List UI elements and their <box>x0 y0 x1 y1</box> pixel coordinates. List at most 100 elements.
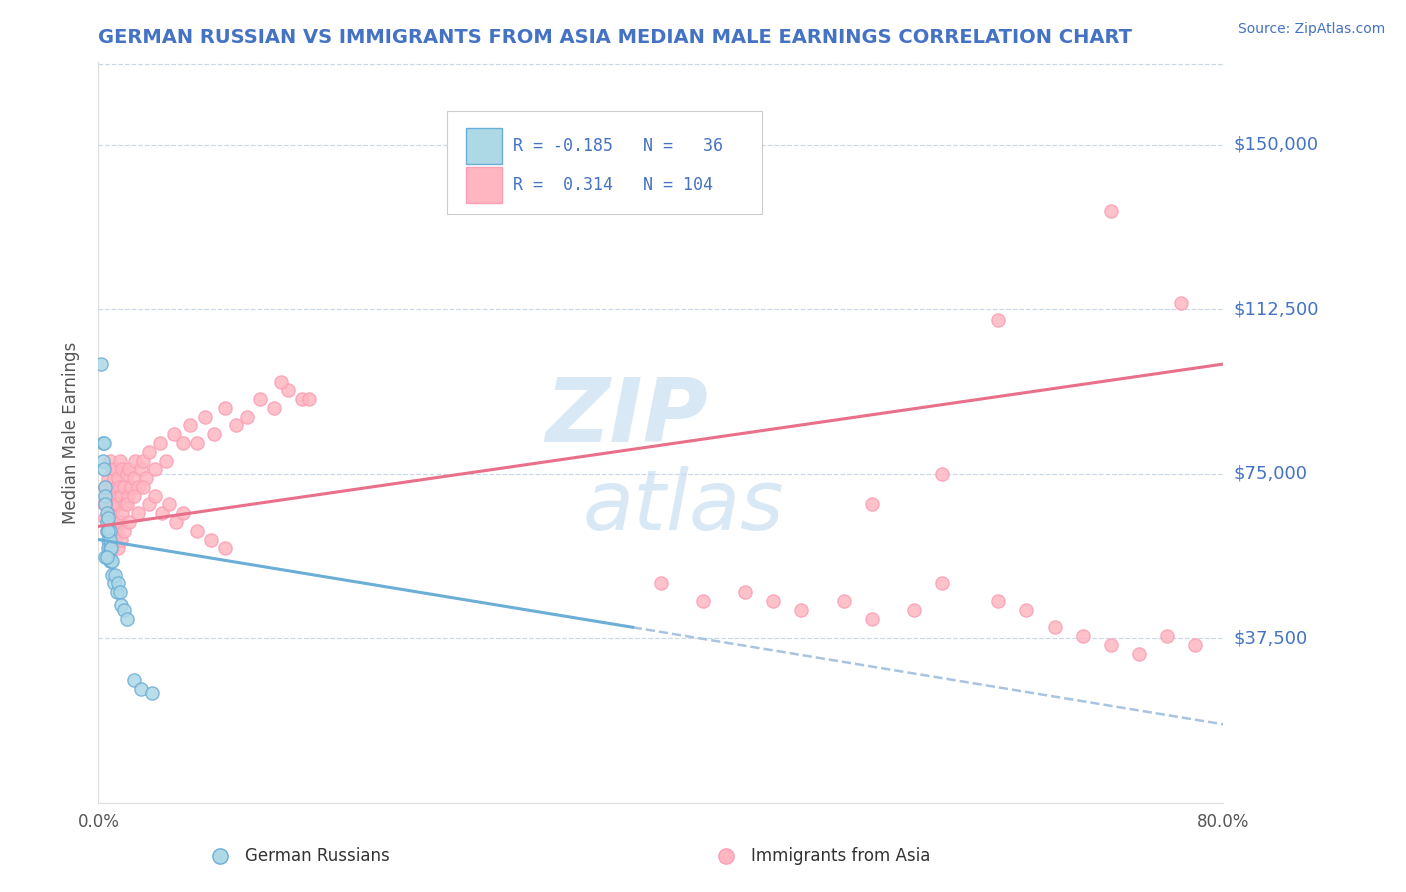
Point <box>103 498 125 512</box>
Point <box>97 471 120 485</box>
Point <box>143 489 166 503</box>
Point <box>832 594 855 608</box>
Point <box>225 418 247 433</box>
Point <box>202 427 225 442</box>
Point <box>122 673 145 687</box>
Point <box>96 515 118 529</box>
Point <box>186 436 208 450</box>
Point <box>124 453 146 467</box>
Point <box>110 489 132 503</box>
Point <box>114 498 136 512</box>
Point <box>692 594 714 608</box>
Point <box>100 541 122 556</box>
Point <box>143 462 166 476</box>
Point <box>104 489 127 503</box>
Point <box>931 467 953 481</box>
Point <box>110 599 132 613</box>
Point <box>172 436 194 450</box>
Point <box>132 453 155 467</box>
Point <box>93 498 115 512</box>
Point <box>108 585 131 599</box>
Point <box>115 611 138 625</box>
Point <box>98 533 121 547</box>
Point <box>110 533 132 547</box>
Point <box>112 480 135 494</box>
Text: $150,000: $150,000 <box>1233 136 1319 153</box>
Point <box>90 357 112 371</box>
Text: $112,500: $112,500 <box>1233 301 1319 318</box>
Point <box>94 498 117 512</box>
Point <box>105 524 128 538</box>
Text: ZIP: ZIP <box>546 375 709 461</box>
Point <box>105 498 128 512</box>
Point <box>91 453 114 467</box>
Point <box>96 550 118 565</box>
Point <box>108 480 131 494</box>
Point <box>93 436 115 450</box>
Point <box>270 375 292 389</box>
Point <box>734 585 756 599</box>
Text: Source: ZipAtlas.com: Source: ZipAtlas.com <box>1237 22 1385 37</box>
Point <box>107 498 129 512</box>
Point <box>107 471 129 485</box>
Point <box>93 462 115 476</box>
Point <box>103 515 125 529</box>
Point <box>115 467 138 481</box>
Text: $37,500: $37,500 <box>1233 629 1308 648</box>
Point <box>129 462 152 476</box>
Point <box>155 453 177 467</box>
Point <box>96 489 118 503</box>
Point <box>100 515 122 529</box>
Point <box>96 506 118 520</box>
Text: German Russians: German Russians <box>245 847 389 865</box>
Point <box>1043 620 1066 634</box>
Point <box>194 409 217 424</box>
Point <box>790 603 813 617</box>
Point <box>101 506 124 520</box>
Point <box>117 489 139 503</box>
Point <box>105 585 128 599</box>
Point <box>118 462 141 476</box>
Point <box>94 480 117 494</box>
Point <box>141 686 163 700</box>
Point <box>1015 603 1038 617</box>
Point <box>112 524 135 538</box>
Point <box>101 462 124 476</box>
Point <box>101 541 124 556</box>
Text: R = -0.185   N =   36: R = -0.185 N = 36 <box>513 137 724 155</box>
Point <box>98 498 121 512</box>
Point <box>1099 203 1122 218</box>
Point <box>96 524 118 538</box>
Point <box>291 392 314 406</box>
Point <box>94 480 117 494</box>
Text: GERMAN RUSSIAN VS IMMIGRANTS FROM ASIA MEDIAN MALE EARNINGS CORRELATION CHART: GERMAN RUSSIAN VS IMMIGRANTS FROM ASIA M… <box>98 28 1132 47</box>
Point <box>103 471 125 485</box>
Point <box>96 524 118 538</box>
Point <box>860 498 883 512</box>
Point <box>138 445 160 459</box>
Point <box>263 401 285 415</box>
Point <box>97 510 120 524</box>
Point <box>103 576 125 591</box>
Point <box>179 418 201 433</box>
Text: atlas: atlas <box>582 467 785 547</box>
FancyBboxPatch shape <box>447 111 762 214</box>
Y-axis label: Median Male Earnings: Median Male Earnings <box>62 342 80 524</box>
Point <box>987 313 1010 327</box>
Point <box>650 576 672 591</box>
Point <box>101 567 124 582</box>
Point <box>200 533 222 547</box>
Point <box>94 550 117 565</box>
Text: R =  0.314   N = 104: R = 0.314 N = 104 <box>513 177 713 194</box>
Point <box>112 603 135 617</box>
Point <box>249 392 271 406</box>
Point <box>860 611 883 625</box>
Point <box>107 541 129 556</box>
FancyBboxPatch shape <box>467 167 502 203</box>
Point <box>157 498 180 512</box>
Point <box>172 506 194 520</box>
Point <box>132 480 155 494</box>
Point <box>1099 638 1122 652</box>
Point <box>165 515 187 529</box>
Point <box>127 480 149 494</box>
